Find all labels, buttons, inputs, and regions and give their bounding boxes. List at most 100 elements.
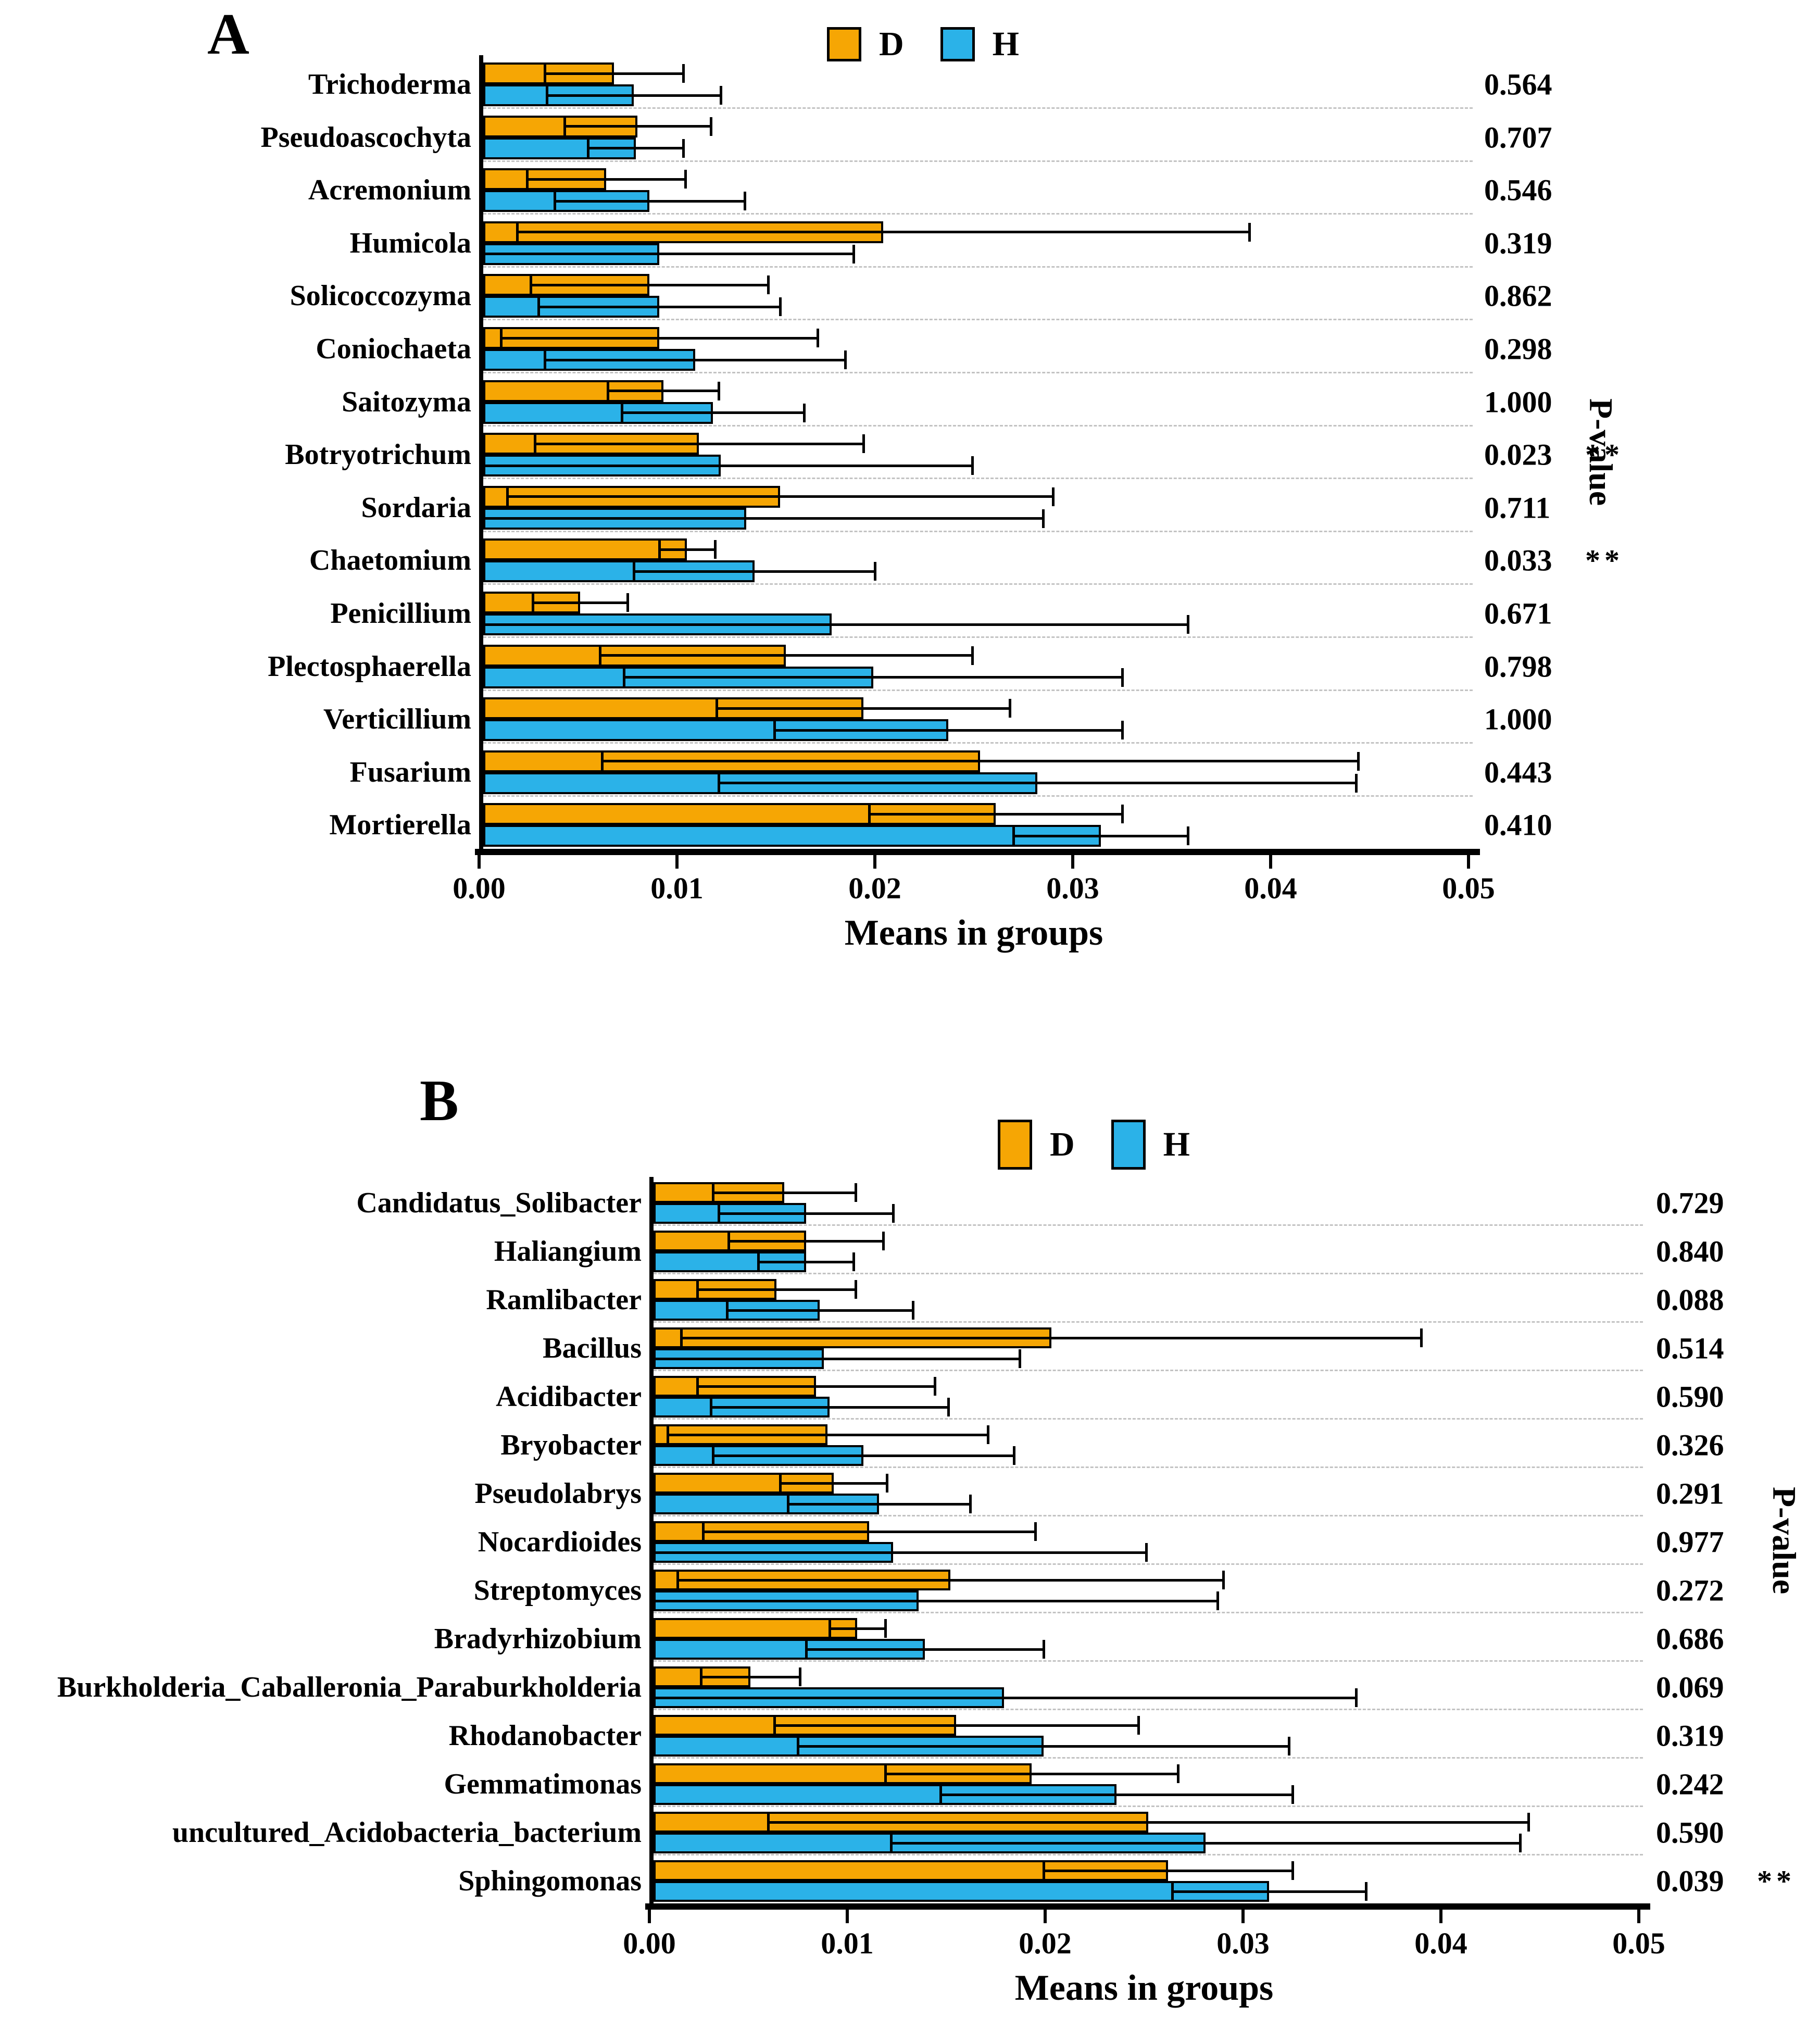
error-line-D-Ramlibacter	[697, 1288, 856, 1291]
x-tick-label-0.04: 0.04	[1244, 871, 1297, 905]
error-cap-right-H-Verticillium	[1121, 721, 1124, 739]
error-cap-right-H-Sordaria	[1042, 509, 1045, 528]
p-value-row-Gemmatimonas: 0.242	[1656, 1767, 1739, 1802]
error-cap-right-H-Solicoccozyma	[779, 297, 782, 316]
error-cap-right-H-Mortierella	[1187, 826, 1189, 845]
p-value-row-Solicoccozyma: 0.862	[1484, 279, 1567, 314]
x-tick-label-0.01: 0.01	[821, 1926, 874, 1960]
x-tick-0.02	[1044, 1910, 1047, 1923]
error-line-D-Coniochaeta	[501, 337, 818, 340]
row-separator	[654, 1418, 1643, 1420]
bar-H-Plectosphaerella	[483, 666, 873, 688]
error-line-D-Humicola	[517, 231, 1249, 233]
x-tick-0.04	[1439, 1910, 1442, 1923]
error-cap-left-H-Verticillium	[773, 721, 776, 739]
error-cap-right-D-Pseudolabrys	[886, 1474, 888, 1493]
p-value-row-Mortierella: 0.410	[1484, 808, 1567, 843]
error-cap-right-D-Haliangium	[882, 1232, 885, 1250]
error-cap-left-D-Botryotrichum	[534, 434, 536, 453]
error-cap-right-H-Ramlibacter	[912, 1301, 914, 1320]
row-separator	[483, 530, 1473, 532]
error-cap-right-H-Burkholderia_Caballeronia_Paraburkholderia	[1355, 1688, 1358, 1707]
error-line-H-Candidatus_Solibacter	[719, 1212, 893, 1215]
error-cap-left-D-Candidatus_Solibacter	[712, 1183, 714, 1202]
error-cap-left-H-Sphingomonas	[1171, 1882, 1174, 1901]
error-line-D-Pseudoascochyta	[564, 125, 711, 128]
error-cap-right-D-Ramlibacter	[855, 1280, 857, 1299]
p-value-Bradyrhizobium: 0.686	[1656, 1622, 1724, 1656]
error-line-D-Botryotrichum	[535, 443, 863, 445]
x-tick-label-0.01: 0.01	[650, 871, 704, 905]
error-cap-right-D-Sphingomonas	[1291, 1861, 1294, 1880]
legend-swatch-H	[940, 27, 975, 61]
error-line-H-Botryotrichum	[483, 465, 972, 467]
error-cap-left-D-Bryobacter	[667, 1425, 669, 1444]
category-label-Burkholderia_Caballeronia_Paraburkholderia: Burkholderia_Caballeronia_Paraburkholder…	[57, 1671, 642, 1703]
error-cap-left-D-Pseudolabrys	[779, 1474, 782, 1493]
error-cap-right-D-uncultured_Acidobacteria_bacterium	[1527, 1813, 1530, 1832]
p-value-Sphingomonas: 0.039	[1656, 1864, 1724, 1898]
p-value-Verticillium: 1.000	[1484, 702, 1552, 736]
p-value-row-Nocardioides: 0.977	[1656, 1525, 1739, 1560]
error-line-H-Bryobacter	[713, 1454, 1014, 1457]
p-value-row-Verticillium: 1.000	[1484, 702, 1567, 737]
p-value-Acremonium: 0.546	[1484, 173, 1552, 207]
row-separator	[654, 1854, 1643, 1855]
p-value-row-Fusarium: 0.443	[1484, 755, 1567, 790]
error-cap-left-H-Ramlibacter	[726, 1301, 729, 1320]
x-tick-0.04	[1269, 855, 1272, 869]
significance-stars-Chaetomium: **	[1585, 543, 1624, 578]
error-line-H-Plectosphaerella	[624, 676, 1123, 679]
error-line-D-Fusarium	[602, 760, 1358, 762]
p-value-row-Burkholderia_Caballeronia_Paraburkholderia: 0.069	[1656, 1670, 1739, 1705]
error-cap-right-D-Penicillium	[626, 593, 629, 612]
error-line-H-Streptomyces	[654, 1600, 1218, 1602]
category-label-Humicola: Humicola	[349, 227, 471, 259]
error-cap-left-H-Acremonium	[554, 192, 556, 210]
error-cap-right-H-Saitozyma	[803, 404, 806, 422]
p-value-row-Ramlibacter: 0.088	[1656, 1283, 1739, 1318]
error-line-D-Trichoderma	[545, 72, 683, 75]
error-cap-right-D-Bacillus	[1420, 1328, 1423, 1347]
error-cap-right-H-Sphingomonas	[1365, 1882, 1367, 1901]
error-cap-left-H-Candidatus_Solibacter	[718, 1204, 720, 1223]
error-cap-right-H-Coniochaeta	[844, 350, 847, 369]
row-separator	[654, 1612, 1643, 1613]
x-tick-label-0.02: 0.02	[1019, 1926, 1072, 1960]
error-line-H-Sordaria	[483, 517, 1043, 520]
row-separator	[654, 1660, 1643, 1662]
error-cap-right-D-Pseudoascochyta	[710, 117, 712, 136]
error-cap-left-H-Bradyrhizobium	[805, 1640, 808, 1659]
bar-D-Chaetomium	[483, 538, 687, 561]
row-separator	[483, 583, 1473, 585]
row-separator	[654, 1224, 1643, 1226]
error-line-H-Fusarium	[719, 782, 1356, 784]
error-line-D-Chaetomium	[659, 548, 714, 551]
category-label-Haliangium: Haliangium	[494, 1235, 642, 1268]
error-cap-right-D-Nocardioides	[1034, 1522, 1037, 1541]
p-value-Botryotrichum: 0.023	[1484, 437, 1552, 472]
category-label-Chaetomium: Chaetomium	[309, 544, 471, 576]
error-line-H-Trichoderma	[547, 94, 721, 97]
error-cap-right-H-Gemmatimonas	[1291, 1785, 1294, 1804]
error-cap-right-D-Bryobacter	[987, 1425, 989, 1444]
error-cap-left-D-Rhodanobacter	[773, 1716, 776, 1735]
bar-D-Bradyrhizobium	[654, 1618, 857, 1639]
error-line-D-Sordaria	[507, 495, 1053, 498]
p-value-Pseudoascochyta: 0.707	[1484, 120, 1552, 155]
error-cap-right-D-Streptomyces	[1222, 1571, 1225, 1589]
p-value-row-Acidibacter: 0.590	[1656, 1380, 1739, 1414]
error-cap-left-D-Sphingomonas	[1043, 1861, 1045, 1880]
category-label-Nocardioides: Nocardioides	[478, 1526, 642, 1558]
error-line-H-Burkholderia_Caballeronia_Paraburkholderia	[654, 1697, 1356, 1699]
legend-swatch-D	[827, 27, 861, 61]
error-cap-right-D-Verticillium	[1009, 699, 1011, 718]
legend-swatch-D	[998, 1120, 1032, 1170]
error-line-D-Bryobacter	[668, 1434, 988, 1436]
error-cap-left-H-Coniochaeta	[544, 350, 546, 369]
row-separator	[483, 742, 1473, 744]
p-value-row-Saitozyma: 1.000	[1484, 385, 1567, 420]
category-label-Trichoderma: Trichoderma	[308, 68, 471, 101]
panel-letter: B	[420, 1069, 459, 1133]
